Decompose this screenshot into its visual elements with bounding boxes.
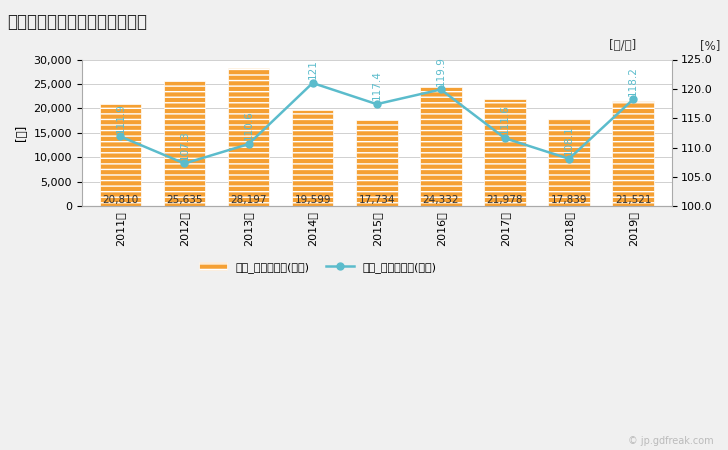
Bar bbox=[484, 99, 526, 207]
Text: 111.6: 111.6 bbox=[500, 104, 510, 134]
Text: 19,599: 19,599 bbox=[294, 195, 331, 205]
Text: 117.4: 117.4 bbox=[372, 70, 381, 100]
Text: 17,734: 17,734 bbox=[358, 195, 395, 205]
Y-axis label: [㎡]: [㎡] bbox=[15, 125, 28, 141]
Bar bbox=[100, 104, 141, 207]
Text: 110.6: 110.6 bbox=[244, 110, 253, 140]
Text: 28,197: 28,197 bbox=[230, 195, 266, 205]
Text: 111.9: 111.9 bbox=[115, 103, 125, 133]
Text: 21,978: 21,978 bbox=[486, 195, 523, 205]
Legend: 木造_床面積合計(左軸), 木造_平均床面積(右軸): 木造_床面積合計(左軸), 木造_平均床面積(右軸) bbox=[194, 257, 441, 277]
Text: 118.2: 118.2 bbox=[628, 66, 638, 95]
Text: 20,810: 20,810 bbox=[102, 195, 138, 205]
Text: 木造建築物の床面積合計の推移: 木造建築物の床面積合計の推移 bbox=[7, 14, 147, 32]
Bar bbox=[420, 87, 462, 207]
Bar bbox=[228, 68, 269, 207]
Bar bbox=[548, 119, 590, 207]
Bar bbox=[356, 120, 397, 207]
Text: 108.1: 108.1 bbox=[564, 125, 574, 155]
Text: © jp.gdfreak.com: © jp.gdfreak.com bbox=[628, 436, 713, 446]
Text: [㎡/棟]: [㎡/棟] bbox=[609, 39, 636, 52]
Text: 119.9: 119.9 bbox=[436, 56, 446, 86]
Text: 121: 121 bbox=[308, 59, 317, 79]
Bar bbox=[164, 81, 205, 207]
Text: 17,839: 17,839 bbox=[551, 195, 587, 205]
Bar bbox=[292, 110, 333, 207]
Text: 24,332: 24,332 bbox=[422, 195, 459, 205]
Text: 107.3: 107.3 bbox=[179, 130, 189, 160]
Text: 21,521: 21,521 bbox=[615, 195, 652, 205]
Bar bbox=[612, 101, 654, 207]
Text: 25,635: 25,635 bbox=[166, 195, 202, 205]
Text: [%]: [%] bbox=[700, 39, 720, 52]
